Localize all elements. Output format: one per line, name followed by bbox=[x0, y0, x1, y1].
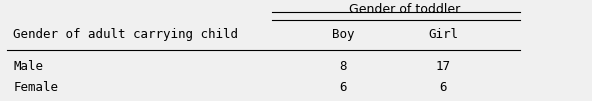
Text: Gender of adult carrying child: Gender of adult carrying child bbox=[13, 28, 238, 41]
Text: 8: 8 bbox=[339, 60, 347, 73]
Text: Female: Female bbox=[13, 81, 58, 94]
Text: Gender of toddler: Gender of toddler bbox=[349, 3, 461, 16]
Text: 6: 6 bbox=[439, 81, 447, 94]
Text: Girl: Girl bbox=[428, 28, 458, 41]
Text: Boy: Boy bbox=[332, 28, 355, 41]
Text: 17: 17 bbox=[436, 60, 451, 73]
Text: Male: Male bbox=[13, 60, 43, 73]
Text: 6: 6 bbox=[339, 81, 347, 94]
